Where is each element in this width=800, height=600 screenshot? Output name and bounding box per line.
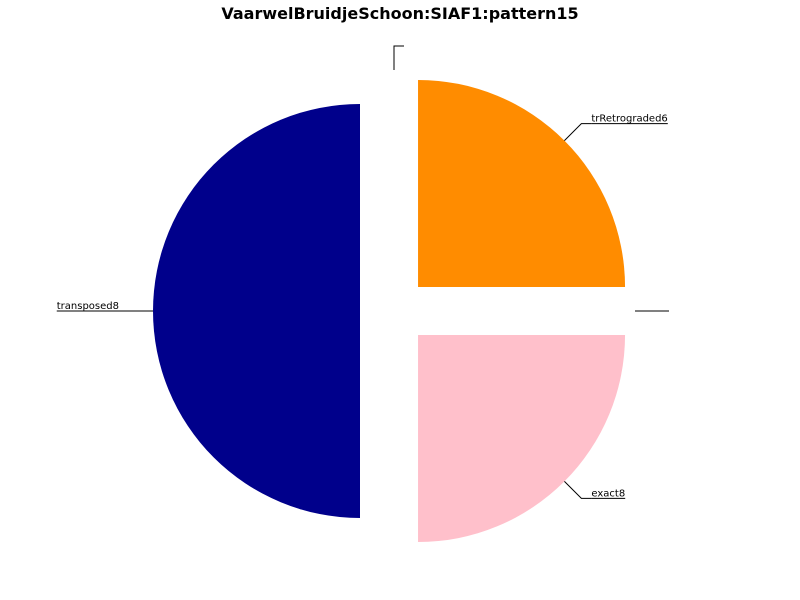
pie-labels: trRetrograded6 exact8 transposed8	[56, 45, 669, 499]
slice-label-group-empty-0	[393, 45, 404, 70]
slice-label-group-transposed8: transposed8	[56, 301, 153, 312]
leader-line-empty-0	[393, 45, 404, 70]
pie-slices	[153, 79, 626, 543]
slice-label-transposed8: transposed8	[57, 301, 119, 312]
pie-slice-transposed8	[153, 104, 360, 518]
chart-title: VaarwelBruidjeSchoon:SIAF1:pattern15	[221, 4, 578, 23]
slice-label-group-exact8: exact8	[564, 481, 626, 499]
pie-slice-exact8	[418, 335, 626, 543]
slice-label-trretrograded6: trRetrograded6	[591, 114, 667, 125]
leader-line-trretrograded6	[564, 123, 592, 141]
pie-slice-trretrograded6	[418, 79, 626, 287]
slice-label-exact8: exact8	[591, 488, 625, 499]
leader-line-exact8	[564, 481, 592, 499]
slice-label-group-trretrograded6: trRetrograded6	[564, 114, 668, 141]
